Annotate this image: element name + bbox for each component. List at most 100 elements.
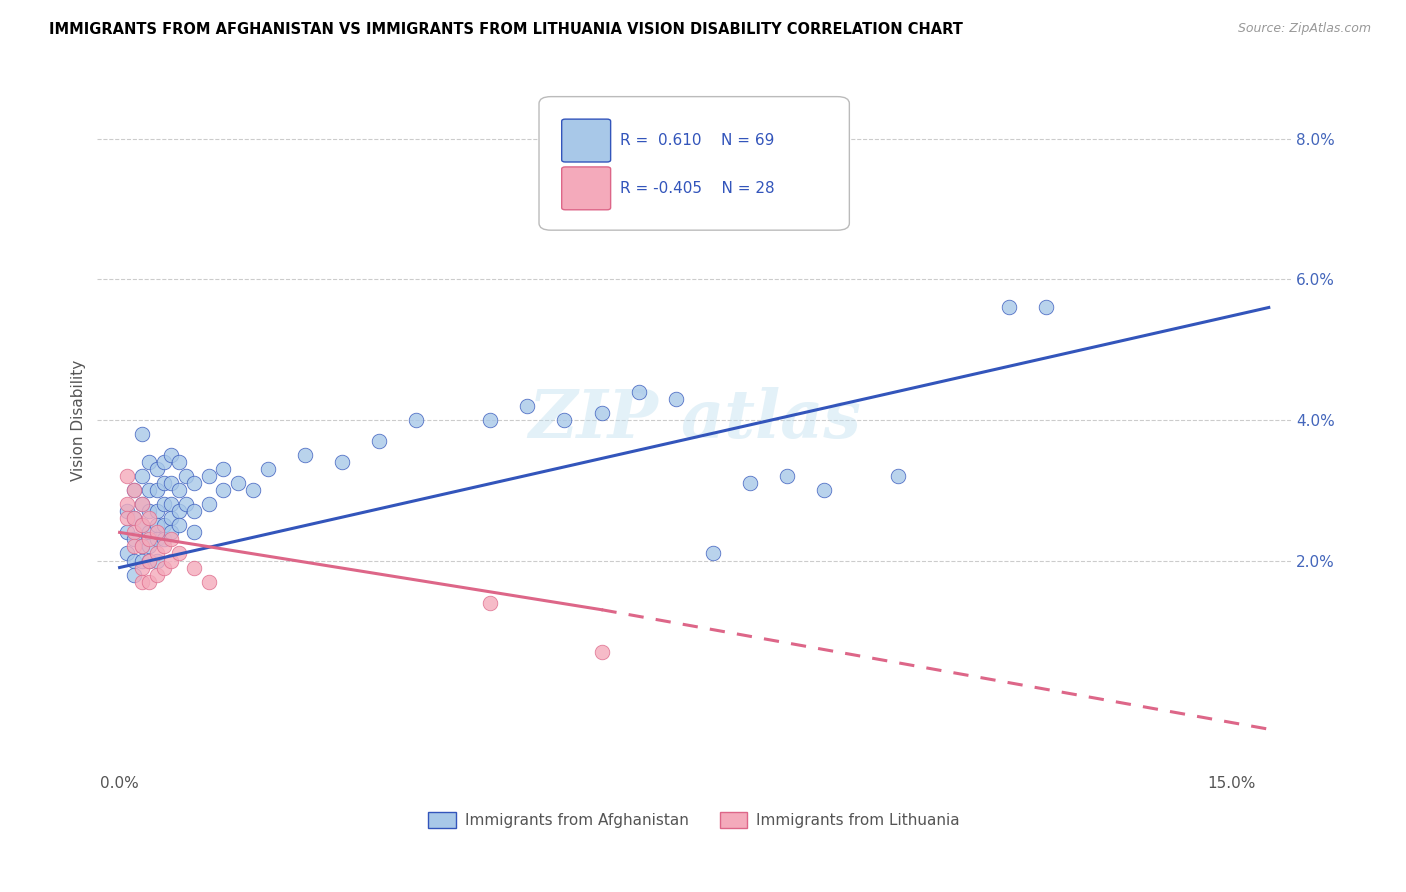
Point bbox=[257, 462, 280, 476]
Point bbox=[115, 504, 138, 518]
Point bbox=[138, 533, 160, 547]
Point bbox=[145, 504, 167, 518]
Point bbox=[153, 533, 176, 547]
Point bbox=[479, 596, 502, 610]
FancyBboxPatch shape bbox=[561, 120, 610, 162]
Point bbox=[131, 540, 153, 554]
Point bbox=[138, 540, 160, 554]
Point bbox=[176, 497, 198, 511]
Point bbox=[226, 476, 249, 491]
Text: ZIP atlas: ZIP atlas bbox=[527, 387, 860, 452]
Point bbox=[627, 384, 650, 399]
Point bbox=[138, 455, 160, 469]
Point bbox=[124, 525, 146, 540]
Point bbox=[145, 462, 167, 476]
Point bbox=[294, 448, 316, 462]
Point bbox=[183, 476, 205, 491]
Point bbox=[702, 546, 724, 560]
Point bbox=[131, 574, 153, 589]
Point bbox=[145, 483, 167, 498]
Point bbox=[516, 399, 538, 413]
Point bbox=[124, 553, 146, 567]
Point bbox=[887, 469, 910, 483]
Point bbox=[131, 518, 153, 533]
Point bbox=[131, 427, 153, 442]
Point bbox=[131, 518, 153, 533]
Point bbox=[131, 497, 153, 511]
Point bbox=[131, 469, 153, 483]
Point bbox=[138, 574, 160, 589]
Point bbox=[553, 413, 575, 427]
Point bbox=[124, 511, 146, 525]
Point bbox=[167, 483, 190, 498]
Point bbox=[183, 504, 205, 518]
Point bbox=[368, 434, 391, 448]
Point bbox=[138, 511, 160, 525]
Point bbox=[145, 567, 167, 582]
Text: IMMIGRANTS FROM AFGHANISTAN VS IMMIGRANTS FROM LITHUANIA VISION DISABILITY CORRE: IMMIGRANTS FROM AFGHANISTAN VS IMMIGRANT… bbox=[49, 22, 963, 37]
Point bbox=[138, 525, 160, 540]
Point bbox=[160, 497, 183, 511]
Point bbox=[124, 533, 146, 547]
Point bbox=[167, 455, 190, 469]
Point bbox=[1035, 301, 1057, 315]
Point bbox=[124, 567, 146, 582]
Point bbox=[153, 476, 176, 491]
Point bbox=[242, 483, 264, 498]
Point bbox=[167, 546, 190, 560]
Point bbox=[124, 483, 146, 498]
Point bbox=[124, 511, 146, 525]
Point bbox=[665, 392, 688, 406]
Point bbox=[197, 574, 219, 589]
Point bbox=[160, 533, 183, 547]
Point bbox=[591, 645, 613, 659]
Text: Source: ZipAtlas.com: Source: ZipAtlas.com bbox=[1237, 22, 1371, 36]
Point bbox=[124, 540, 146, 554]
Point bbox=[738, 476, 761, 491]
Point bbox=[479, 413, 502, 427]
Text: R =  0.610    N = 69: R = 0.610 N = 69 bbox=[620, 133, 775, 148]
Point bbox=[115, 497, 138, 511]
Point bbox=[160, 525, 183, 540]
Point bbox=[153, 560, 176, 574]
Point bbox=[405, 413, 427, 427]
Point bbox=[115, 511, 138, 525]
Point bbox=[138, 504, 160, 518]
Point bbox=[160, 448, 183, 462]
Text: R = -0.405    N = 28: R = -0.405 N = 28 bbox=[620, 180, 775, 195]
Point bbox=[145, 525, 167, 540]
Point bbox=[145, 518, 167, 533]
Point bbox=[145, 546, 167, 560]
Point bbox=[197, 469, 219, 483]
Point bbox=[153, 540, 176, 554]
Point bbox=[212, 483, 235, 498]
Point bbox=[145, 533, 167, 547]
Point bbox=[183, 560, 205, 574]
Point bbox=[138, 553, 160, 567]
FancyBboxPatch shape bbox=[538, 96, 849, 230]
Point bbox=[115, 546, 138, 560]
Point bbox=[591, 406, 613, 420]
Point bbox=[131, 560, 153, 574]
Point bbox=[183, 525, 205, 540]
Point bbox=[153, 455, 176, 469]
Point bbox=[776, 469, 799, 483]
Point bbox=[212, 462, 235, 476]
Point bbox=[160, 476, 183, 491]
FancyBboxPatch shape bbox=[561, 167, 610, 210]
Point bbox=[138, 553, 160, 567]
Point bbox=[131, 553, 153, 567]
Point bbox=[153, 497, 176, 511]
Point bbox=[160, 553, 183, 567]
Point bbox=[160, 511, 183, 525]
Y-axis label: Vision Disability: Vision Disability bbox=[72, 359, 86, 481]
Point bbox=[998, 301, 1021, 315]
Point bbox=[115, 469, 138, 483]
Point bbox=[813, 483, 835, 498]
Point bbox=[131, 497, 153, 511]
Point bbox=[131, 540, 153, 554]
Point bbox=[176, 469, 198, 483]
Legend: Immigrants from Afghanistan, Immigrants from Lithuania: Immigrants from Afghanistan, Immigrants … bbox=[422, 805, 966, 834]
Point bbox=[153, 518, 176, 533]
Point bbox=[115, 525, 138, 540]
